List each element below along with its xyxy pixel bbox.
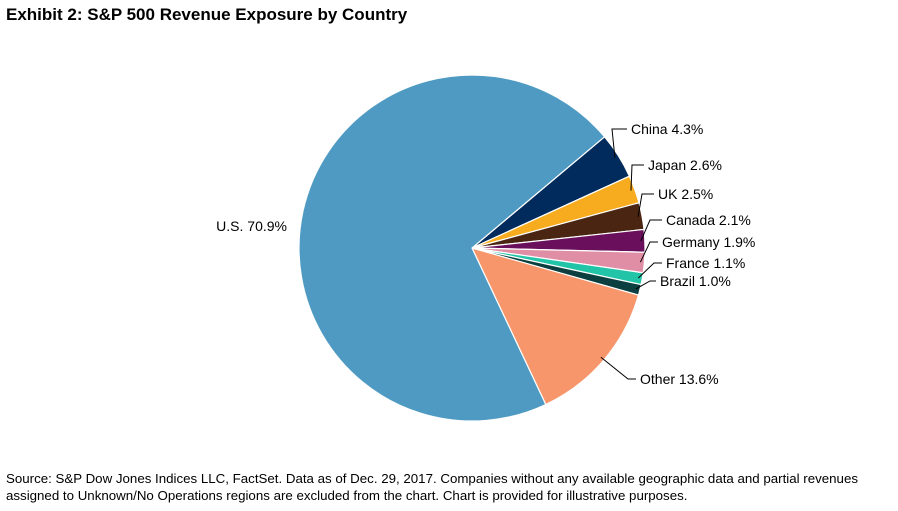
slice-label-france: France 1.1% [666, 255, 745, 271]
slice-label-germany: Germany 1.9% [662, 234, 755, 250]
leader-line-france [637, 262, 662, 279]
leader-line-brazil [635, 280, 656, 290]
slice-label-other: Other 13.6% [640, 371, 719, 387]
slice-label-uk: UK 2.5% [658, 186, 713, 202]
slice-label-u-s: U.S. 70.9% [216, 218, 287, 234]
chart-title: Exhibit 2: S&P 500 Revenue Exposure by C… [6, 5, 408, 24]
leader-line-china [611, 128, 627, 158]
leader-line-uk [637, 193, 654, 217]
source-note: Source: S&P Dow Jones Indices LLC, FactS… [6, 471, 858, 503]
leader-line-other [600, 356, 636, 380]
leader-line-canada [640, 219, 662, 242]
leader-line-japan [630, 164, 644, 191]
slice-label-japan: Japan 2.6% [648, 157, 722, 173]
leader-line-germany [639, 241, 658, 263]
slice-label-china: China 4.3% [631, 121, 703, 137]
pie-chart: China 4.3% Japan 2.6% UK 2.5% Canada 2.1% Ge… [216, 74, 755, 422]
slice-label-canada: Canada 2.1% [666, 212, 751, 228]
slice-label-brazil: Brazil 1.0% [660, 273, 731, 289]
pie-slice-u-s [298, 74, 606, 422]
